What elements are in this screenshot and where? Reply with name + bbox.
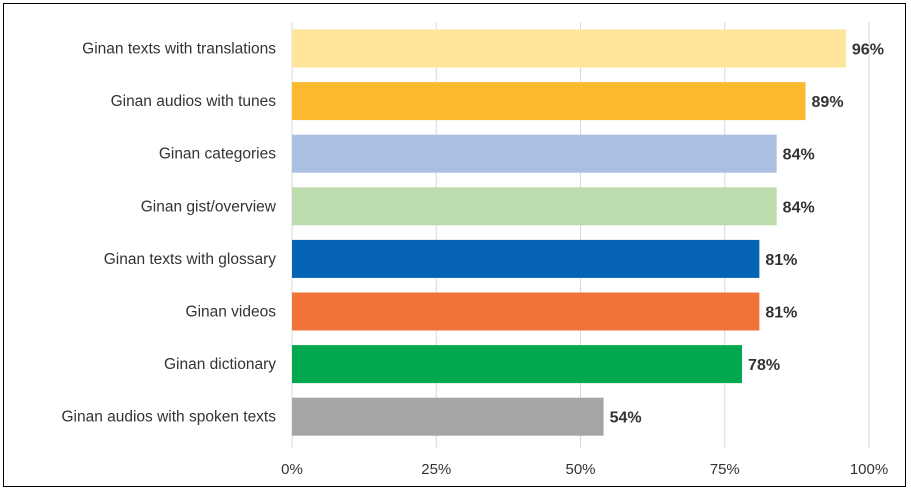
bar <box>292 29 846 68</box>
category-label: Ginan audios with spoken texts <box>61 409 276 426</box>
bars <box>292 29 846 436</box>
data-label: 96% <box>852 42 884 59</box>
data-label: 84% <box>783 199 815 216</box>
category-label: Ginan texts with glossary <box>104 251 277 268</box>
category-label: Ginan dictionary <box>164 356 276 373</box>
x-tick-label: 75% <box>710 461 740 478</box>
data-label: 89% <box>812 94 844 111</box>
category-labels: Ginan texts with translations Ginan audio… <box>61 41 276 426</box>
data-label: 81% <box>765 305 797 322</box>
x-tick-label: 0% <box>281 461 303 478</box>
bar <box>292 134 777 173</box>
bar <box>292 397 604 436</box>
bar <box>292 239 760 278</box>
data-label: 78% <box>748 357 780 374</box>
data-labels: 96% 89% 84% 84% 81% 81% 78% 54% <box>610 42 884 427</box>
x-axis-tick-labels: 0% 25% 50% 75% 100% <box>281 461 888 478</box>
data-label: 54% <box>610 410 642 427</box>
category-label: Ginan gist/overview <box>141 198 277 215</box>
category-label: Ginan videos <box>186 304 277 321</box>
x-tick-label: 50% <box>565 461 595 478</box>
x-tick-label: 100% <box>850 461 888 478</box>
bar <box>292 82 806 121</box>
data-label: 84% <box>783 147 815 164</box>
x-tick-label: 25% <box>421 461 451 478</box>
category-label: Ginan audios with tunes <box>111 93 277 110</box>
category-label: Ginan categories <box>159 146 276 163</box>
bar <box>292 345 743 384</box>
bar <box>292 187 777 226</box>
category-label: Ginan texts with translations <box>82 41 276 58</box>
bar <box>292 292 760 331</box>
data-label: 81% <box>765 252 797 269</box>
